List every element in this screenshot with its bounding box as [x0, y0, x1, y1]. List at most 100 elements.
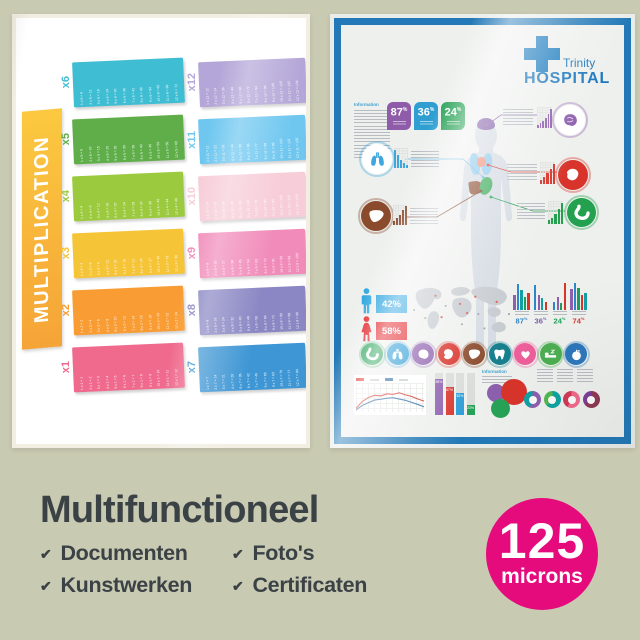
placeholder-text [507, 164, 537, 181]
placeholder-text [411, 151, 439, 168]
equation: 10 x 3 = 30 [156, 255, 162, 273]
equation: 11 x 1 = 11 [165, 369, 170, 387]
equation: 8 x 1 = 8 [139, 374, 145, 388]
equation: 12 x 2 = 24 [173, 311, 179, 330]
equation: 3 x 7 = 21 [221, 374, 227, 390]
bar-column: 85% [435, 373, 443, 415]
multiplication-card: 1 x 12 = 12 2 x 12 = 24 3 x 12 = 36 4 x 12 … [198, 57, 306, 108]
donut-charts [524, 391, 600, 408]
thickness-badge: 125 microns [486, 498, 598, 610]
equation: 10 x 8 = 80 [279, 312, 284, 330]
equation: 11 x 12 = 132 [287, 80, 293, 102]
equation: 11 x 6 = 66 [165, 84, 170, 102]
equation: 4 x 8 = 32 [229, 316, 235, 332]
equation: 4 x 9 = 36 [229, 259, 235, 275]
equation: 8 x 12 = 96 [262, 85, 268, 103]
equation: 2 x 2 = 4 [87, 319, 93, 333]
placeholder-text [514, 311, 529, 315]
equation: 11 x 9 = 99 [287, 255, 293, 273]
equation: 8 x 4 = 32 [139, 201, 145, 217]
equation: 7 x 9 = 63 [254, 258, 260, 274]
stomach-mini-bar-chart [548, 201, 564, 224]
thickness-value: 125 [498, 513, 586, 569]
stat-group: 87% [513, 282, 530, 325]
placeholder-text [410, 208, 438, 225]
checklist-label: Documenten [60, 541, 188, 565]
equation: 4 x 10 = 40 [229, 200, 235, 218]
male-icon [360, 288, 373, 315]
equation: 12 x 7 = 84 [295, 369, 301, 387]
bubble-green [491, 399, 510, 418]
equation: 1 x 3 = 3 [79, 262, 84, 277]
equation: 7 x 7 = 49 [254, 372, 260, 388]
card-label: x12 [186, 73, 198, 92]
equation: 2 x 7 = 14 [213, 374, 219, 390]
equation: 3 x 11 = 33 [221, 144, 227, 162]
equation: 3 x 2 = 6 [96, 319, 102, 333]
equation: 4 x 3 = 12 [105, 259, 110, 276]
equation: 3 x 6 = 18 [96, 89, 102, 105]
stat-group: 36% [532, 282, 549, 325]
heart-icon [511, 340, 539, 368]
equation: 2 x 3 = 6 [87, 262, 93, 276]
bar-column: 23% [466, 373, 475, 415]
equation: 6 x 10 = 60 [246, 200, 251, 218]
equation: 8 x 7 = 56 [262, 372, 268, 388]
donut-chart [563, 391, 580, 408]
equation: 2 x 1 = 2 [87, 376, 93, 390]
equation: 11 x 2 = 22 [165, 312, 170, 330]
liver-icon [358, 198, 394, 234]
equation: 7 x 3 = 21 [130, 258, 136, 274]
bar-column: 52% [456, 373, 464, 415]
equation: 8 x 3 = 24 [139, 258, 145, 274]
equation: 3 x 5 = 15 [96, 146, 102, 162]
brain-icon [552, 102, 588, 138]
heart-mini-bar-chart [540, 162, 556, 184]
kidney-icon [435, 340, 462, 368]
equation: 5 x 5 = 25 [113, 145, 119, 161]
card-label: x3 [60, 247, 72, 260]
equation: 9 x 10 = 90 [270, 199, 276, 217]
equation: 5 x 11 = 55 [238, 143, 243, 161]
equation: 10 x 5 = 50 [156, 141, 162, 159]
male-percentage: 42% [376, 295, 407, 313]
multiplication-card: 1 x 10 = 10 2 x 10 = 20 3 x 10 = 30 4 x 10 … [198, 171, 306, 222]
poster-title: MULTIPLICATION [30, 134, 53, 324]
organ-icon-row [358, 340, 590, 368]
stat-group: 24% [551, 282, 568, 325]
equation: 5 x 12 = 60 [238, 86, 243, 104]
equation: 3 x 3 = 9 [96, 262, 102, 276]
equation: 1 x 4 = 4 [79, 205, 84, 220]
equation: 4 x 12 = 48 [229, 86, 235, 104]
placeholder-text [533, 311, 548, 315]
placeholder-text [503, 109, 533, 126]
multiplication-card-row: x10 1 x 10 = 10 2 x 10 = 20 3 x 10 = 30 4 x… [186, 171, 306, 222]
card-label: x4 [60, 190, 72, 203]
liver-mini-bar-chart [393, 205, 407, 225]
equation: 2 x 4 = 8 [87, 205, 93, 219]
equation: 6 x 5 = 30 [122, 145, 127, 161]
equation: 6 x 2 = 12 [122, 316, 127, 332]
equation: 6 x 4 = 24 [122, 202, 127, 218]
equation: 12 x 10 = 120 [295, 194, 301, 216]
card-label: x7 [186, 361, 198, 374]
legend-swatch-blue [385, 378, 393, 381]
equation: 12 x 4 = 48 [173, 197, 179, 216]
equation: 10 x 10 = 100 [278, 195, 284, 216]
equation: 7 x 5 = 35 [130, 144, 136, 160]
donut-chart [524, 391, 541, 408]
card-label: x6 [60, 76, 72, 89]
lungs-mini-bar-chart [394, 148, 408, 168]
placeholder-text [370, 378, 379, 381]
equation: 10 x 12 = 120 [278, 81, 284, 102]
